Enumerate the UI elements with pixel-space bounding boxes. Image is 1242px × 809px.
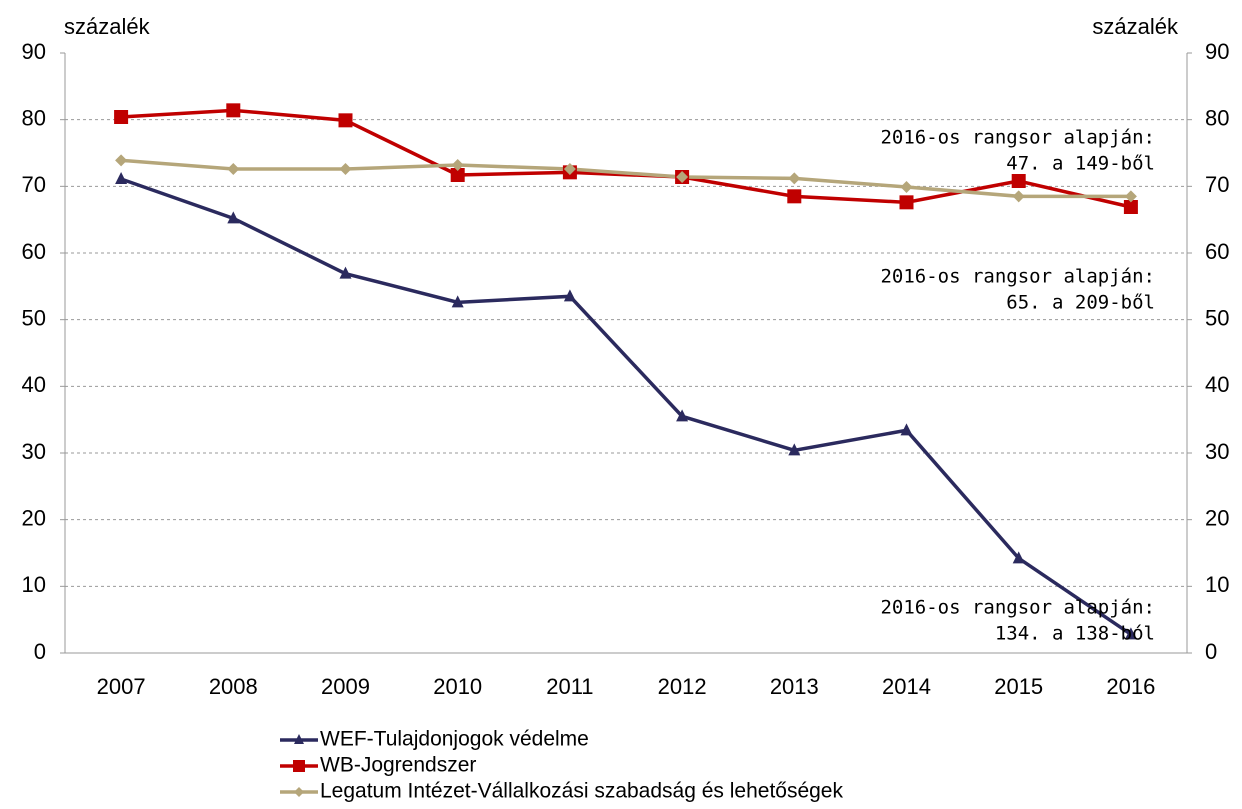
- x-tick-label: 2007: [97, 674, 146, 699]
- annotation: 47. a 149-ből: [1006, 153, 1155, 175]
- marker: [1012, 551, 1025, 564]
- marker: [338, 113, 353, 128]
- y-tick-label: 40: [22, 372, 46, 397]
- marker: [451, 159, 464, 171]
- y2-tick-label: 20: [1205, 505, 1229, 530]
- x-tick-label: 2010: [433, 674, 482, 699]
- y-tick-label: 80: [22, 105, 46, 130]
- marker: [294, 787, 304, 797]
- annotation: 2016-os rangsor alapján:: [880, 266, 1155, 288]
- y2-tick-label: 10: [1205, 572, 1229, 597]
- x-tick-label: 2013: [770, 674, 819, 699]
- x-tick-label: 2008: [209, 674, 258, 699]
- marker: [451, 295, 464, 308]
- y-tick-label: 70: [22, 172, 46, 197]
- x-tick-label: 2016: [1106, 674, 1155, 699]
- y2-tick-label: 70: [1205, 172, 1229, 197]
- x-tick-label: 2009: [321, 674, 370, 699]
- legend-label: Legatum Intézet-Vállalkozási szabadság é…: [320, 780, 843, 803]
- y-tick-label: 10: [22, 572, 46, 597]
- y-tick-label: 50: [22, 305, 46, 330]
- marker: [676, 171, 689, 183]
- y-axis-label: százalék: [64, 14, 151, 39]
- x-tick-label: 2012: [658, 674, 707, 699]
- annotation: 65. a 209-ből: [1006, 292, 1155, 314]
- marker: [563, 289, 576, 302]
- y2-tick-label: 90: [1205, 39, 1229, 64]
- y2-tick-label: 40: [1205, 372, 1229, 397]
- x-tick-label: 2015: [994, 674, 1043, 699]
- marker: [227, 163, 240, 175]
- annotation: 2016-os rangsor alapján:: [880, 597, 1155, 619]
- marker: [339, 163, 352, 175]
- marker: [115, 172, 128, 184]
- y2-tick-label: 0: [1205, 639, 1217, 664]
- legend-label: WB-Jogrendszer: [320, 754, 476, 777]
- marker: [900, 423, 913, 436]
- marker: [676, 409, 689, 422]
- marker: [339, 266, 352, 279]
- marker: [294, 734, 304, 744]
- y2-tick-label: 50: [1205, 305, 1229, 330]
- x-tick-label: 2014: [882, 674, 931, 699]
- marker: [226, 103, 241, 118]
- marker: [900, 181, 913, 193]
- marker: [788, 172, 801, 185]
- marker: [1123, 200, 1138, 214]
- marker: [115, 154, 128, 167]
- marker: [899, 195, 914, 210]
- marker: [1011, 174, 1026, 188]
- series-line: [120, 177, 1132, 636]
- y-tick-label: 90: [22, 39, 46, 64]
- marker: [788, 443, 801, 456]
- marker: [1124, 190, 1137, 203]
- marker: [563, 163, 576, 175]
- annotation: 2016-os rangsor alapján:: [880, 127, 1155, 149]
- marker: [1124, 627, 1137, 640]
- y2-tick-label: 60: [1205, 239, 1229, 264]
- y-tick-label: 20: [22, 505, 46, 530]
- x-tick-label: 2011: [546, 674, 593, 699]
- y-tick-label: 0: [34, 639, 46, 664]
- marker: [293, 760, 305, 772]
- marker: [227, 211, 240, 224]
- marker: [787, 189, 802, 204]
- marker: [1012, 190, 1025, 203]
- annotation: 134. a 138-ból: [995, 623, 1155, 645]
- y2-axis-label: százalék: [1092, 14, 1179, 39]
- y2-tick-label: 30: [1205, 439, 1229, 464]
- y2-tick-label: 80: [1205, 105, 1229, 130]
- legend-label: WEF-Tulajdonjogok védelme: [320, 728, 589, 751]
- marker: [450, 168, 465, 182]
- marker: [114, 110, 129, 124]
- y-tick-label: 30: [22, 439, 46, 464]
- series-line: [120, 158, 1131, 199]
- y-tick-label: 60: [22, 239, 46, 264]
